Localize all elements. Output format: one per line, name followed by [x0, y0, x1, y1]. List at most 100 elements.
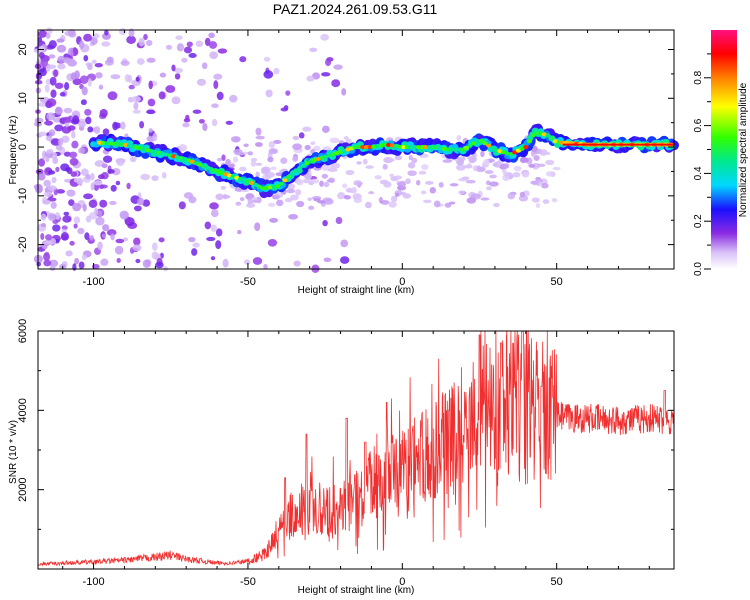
spectrogram-cell — [458, 190, 465, 194]
spectrogram-cell — [77, 227, 85, 235]
spectrogram-cell — [126, 182, 131, 190]
spectrogram-cell — [188, 237, 196, 243]
spectrogram-cell — [307, 197, 313, 201]
spectrogram-ridge-core — [467, 143, 473, 148]
spectrogram-cell — [42, 150, 47, 160]
spectrogram-cell — [109, 200, 117, 206]
spectrogram-cell — [83, 193, 94, 200]
spectrogram-cell — [466, 197, 477, 204]
spectrogram-cell — [52, 157, 59, 164]
spectrogram-ridge-core — [415, 145, 421, 150]
spectrogram-cell — [43, 252, 51, 261]
spectrogram-cell — [44, 84, 50, 93]
spectrogram-cell — [222, 194, 231, 199]
spectrogram-cell — [97, 241, 103, 251]
spectrogram-cell — [90, 182, 95, 191]
spectrogram-cell — [80, 99, 87, 106]
spectrogram-cell — [217, 48, 228, 54]
spectrogram-cell — [64, 167, 71, 172]
spectrogram-cell — [493, 161, 502, 168]
spectrogram-cell — [115, 180, 121, 186]
spectrogram-cell — [46, 112, 56, 121]
figure-title: PAZ1.2024.261.09.53.G11 — [273, 1, 438, 17]
spectrogram-cell — [296, 200, 305, 208]
spectrogram-cell — [267, 156, 274, 163]
spectrogram-cell — [442, 159, 453, 163]
spectrogram-cell — [353, 180, 362, 186]
snr-x-tick-label: -100 — [83, 576, 105, 588]
spectrogram-cell — [185, 114, 190, 121]
spectrogram-ridge-core — [526, 139, 533, 144]
spectrogram-ridge-core — [297, 165, 303, 170]
spectrogram-cell — [552, 166, 561, 171]
spectrogram-cell — [107, 91, 118, 101]
spectrogram-cell — [229, 94, 238, 103]
spectrogram-ridge-core — [478, 138, 484, 143]
spectrogram-ridge-core — [400, 145, 407, 150]
spectrogram-cell — [146, 109, 156, 115]
spectrogram-cell — [85, 174, 91, 180]
spectrogram-cell — [46, 98, 57, 107]
spectrogram-cell — [296, 179, 304, 186]
spectrogram-cell — [340, 256, 350, 264]
spectrogram-cell — [45, 156, 50, 163]
spectrogram-cell — [133, 205, 142, 212]
spectrogram-cell — [342, 183, 348, 189]
spectrogram-cell — [388, 201, 397, 208]
spectrogram-cell — [290, 194, 299, 201]
spectrogram-cell — [449, 183, 459, 187]
spectrogram-cell — [288, 213, 299, 220]
spectrogram-cell — [476, 165, 482, 172]
spectrogram-cell — [174, 73, 181, 80]
spectrogram-cell — [188, 52, 197, 59]
spectrogram-cell — [87, 78, 92, 87]
spectrogram-cell — [55, 144, 63, 151]
spectrogram-cell — [165, 44, 173, 50]
spectrogram-cell — [211, 118, 218, 127]
spectrogram-cell — [101, 41, 111, 47]
spectrogram-cell — [319, 180, 324, 187]
spectrogram-cell — [328, 177, 336, 184]
spectrogram-cell — [101, 233, 107, 238]
spectrogram-cell — [255, 135, 265, 140]
spectrogram-cell — [232, 156, 239, 163]
spectrogram-cell — [99, 108, 108, 118]
spectrogram-ridge-core — [293, 168, 299, 173]
spectrogram-cell — [254, 222, 261, 232]
spectrogram-cell — [465, 179, 476, 184]
spectrogram-cell — [56, 189, 66, 194]
spectrogram-cell — [155, 261, 164, 269]
spectrogram-cell — [512, 172, 521, 178]
colorbar-tick-label: 0.8 — [693, 70, 704, 84]
spectrogram-ridge-core — [304, 161, 310, 166]
spectrogram-cell — [69, 157, 79, 166]
spectrogram-cell — [93, 180, 103, 186]
spectrogram-ridge — [88, 123, 679, 199]
spectrogram-cell — [140, 173, 151, 181]
spectrogram-cell — [73, 178, 79, 183]
spectrogram-cell — [72, 47, 78, 56]
spectrogram-cell — [91, 59, 97, 64]
spectrogram-cell — [40, 213, 47, 221]
snr-y-tick-label: 6000 — [17, 319, 29, 343]
spectrogram-ridge-core — [508, 152, 514, 157]
spectrogram-cell — [78, 40, 85, 49]
snr-panel: -100 -50 0 50 2000 4000 6000 Height of straig… — [8, 319, 675, 596]
spectrogram-cell — [493, 202, 500, 208]
spectrogram-cell — [47, 185, 57, 191]
spectrogram-cell — [275, 199, 284, 207]
spectrogram-ridge-core — [104, 141, 110, 146]
spectrogram-cell — [48, 129, 56, 137]
spectrogram-cell — [145, 39, 153, 47]
spectrogram-cell — [206, 236, 216, 242]
spectrogram-cell — [335, 216, 343, 225]
spectrogram-cell — [209, 202, 219, 210]
spectrogram-cell — [302, 178, 311, 184]
spectrogram-cell — [283, 105, 289, 110]
spectrogram-cell — [88, 199, 98, 208]
spectrogram-cell — [120, 60, 130, 66]
spectrogram-cell — [390, 158, 395, 162]
spectrogram-cell — [545, 171, 556, 177]
spectrogram-cell — [267, 202, 276, 207]
